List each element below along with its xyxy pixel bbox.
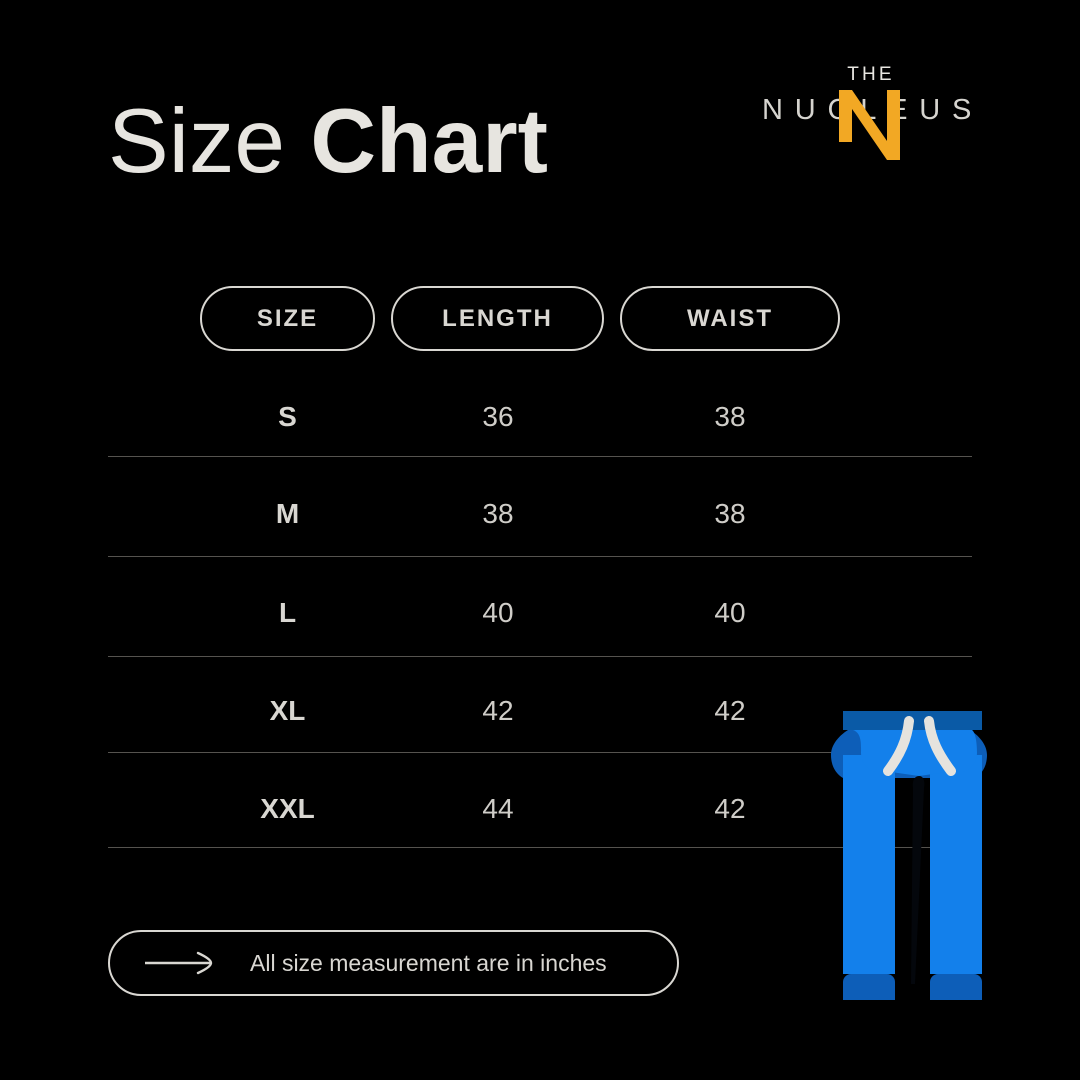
svg-text:THE: THE <box>847 64 895 85</box>
